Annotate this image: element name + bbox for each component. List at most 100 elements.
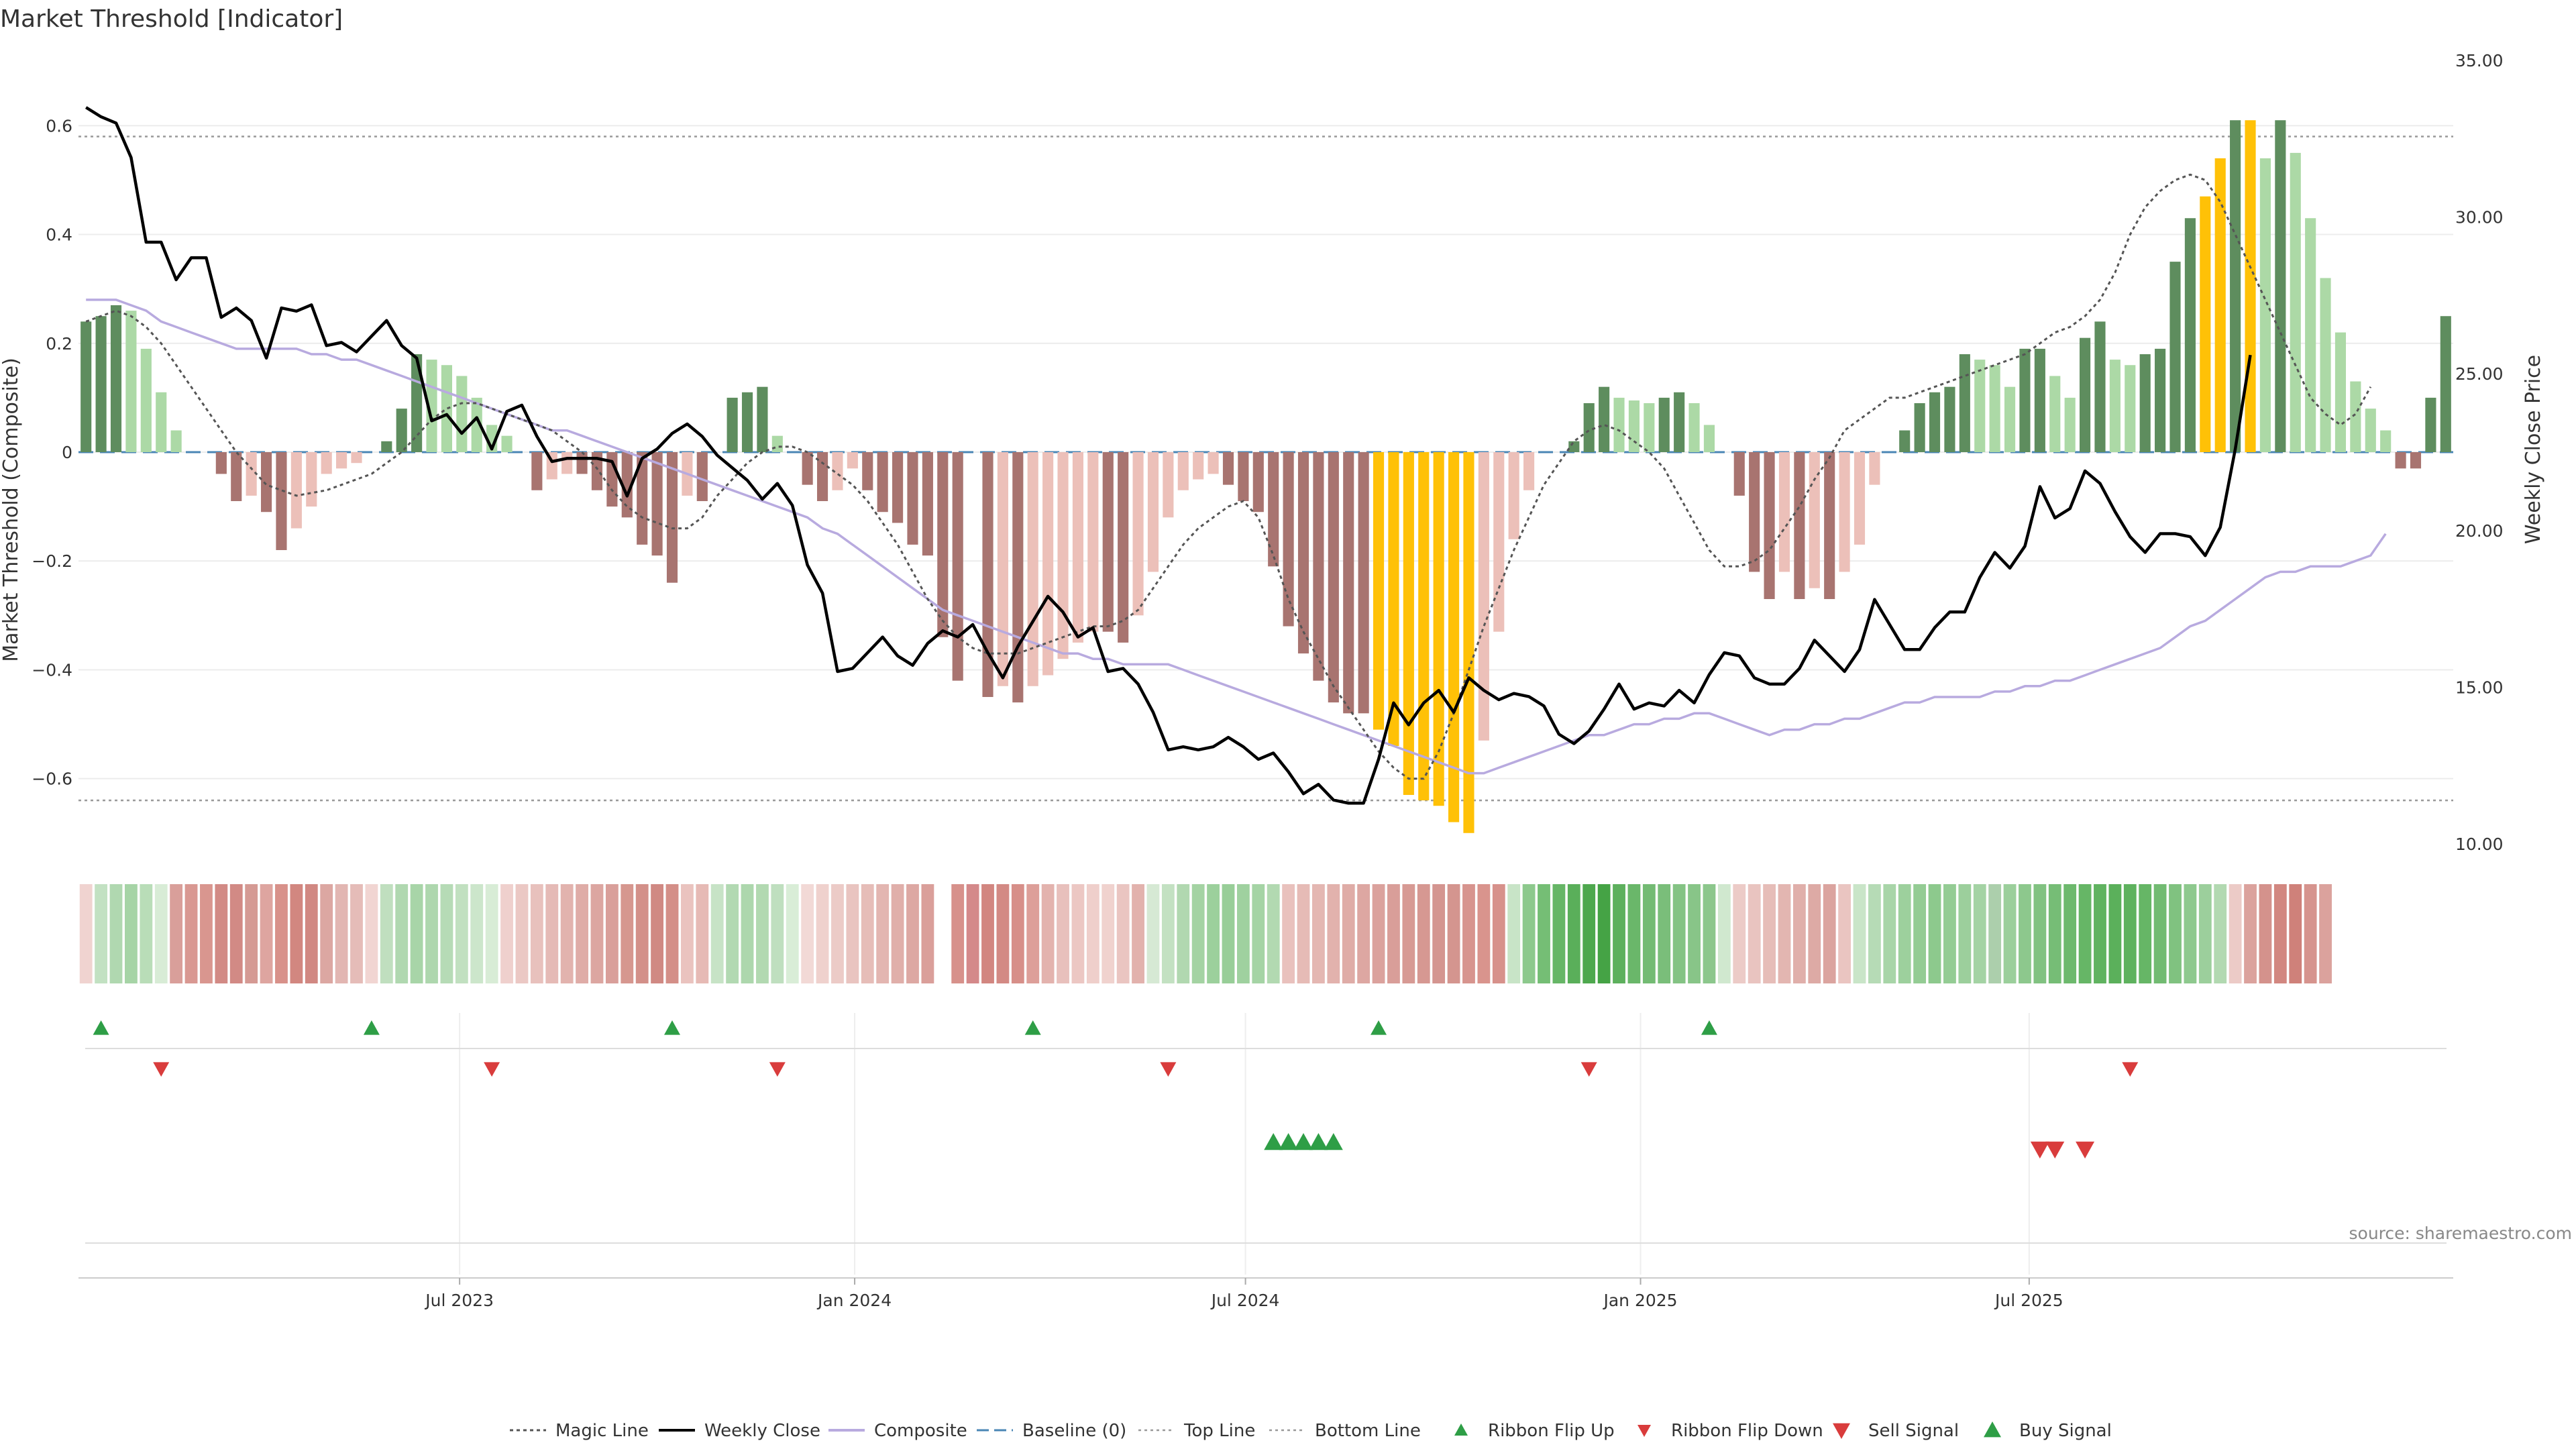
ribbon-cell <box>2019 884 2031 983</box>
composite-bar <box>1042 452 1054 676</box>
composite-bar <box>2200 196 2211 452</box>
composite-bar <box>1599 386 1610 452</box>
legend-item-magic: Magic Line <box>510 1421 649 1441</box>
composite-bar <box>696 452 708 501</box>
ribbon-cell <box>2289 884 2302 983</box>
composite-bar <box>1764 452 1775 599</box>
buy-signal-marker <box>1294 1133 1313 1150</box>
composite-bar <box>1583 403 1595 452</box>
composite-bar <box>2275 120 2286 452</box>
ribbon-cell <box>1928 884 1941 983</box>
weekly-close-line <box>85 106 2252 805</box>
ribbon-cell <box>1086 884 1099 983</box>
composite-bar <box>1628 400 1640 452</box>
composite-bar <box>411 354 423 452</box>
ribbon-cell <box>846 884 859 983</box>
ribbon-cell <box>1342 884 1355 983</box>
legend-swatch-flip-up <box>1454 1424 1468 1436</box>
composite-bar <box>937 452 949 637</box>
y-tick-label-right: 25.00 <box>2455 364 2504 384</box>
composite-bar <box>651 452 663 556</box>
ribbon-cell <box>2273 884 2287 983</box>
ribbon-cell <box>981 884 994 983</box>
legend-label: Top Line <box>1183 1421 1255 1441</box>
ribbon-cell <box>1613 884 1625 983</box>
series-lines <box>85 106 2387 805</box>
composite-bar <box>1989 365 2000 452</box>
composite-bar <box>666 452 678 583</box>
composite-bar <box>336 452 347 469</box>
ribbon-cell <box>1792 884 1806 983</box>
ribbon-cell <box>1236 884 1250 983</box>
composite-bar <box>2184 218 2196 452</box>
ribbon-cell <box>305 884 318 983</box>
composite-bar <box>2350 381 2361 452</box>
ribbon-flip-up-marker <box>93 1020 109 1035</box>
ribbon-cell <box>621 884 634 983</box>
ribbon-cell <box>1868 884 1881 983</box>
ribbon-cell <box>380 884 393 983</box>
ribbon-cell <box>1146 884 1160 983</box>
composite-bar <box>1072 452 1084 643</box>
ribbon-cell <box>2229 884 2242 983</box>
ribbon-cell <box>215 884 228 983</box>
ribbon-flip-down-marker <box>1160 1062 1177 1077</box>
composite-bar <box>260 452 272 513</box>
ribbon-cell <box>1402 884 1415 983</box>
composite-bar <box>1959 354 1970 452</box>
legend-item-baseline: Baseline (0) <box>977 1421 1126 1441</box>
ribbon-cell <box>2214 884 2227 983</box>
x-axis: Jul 2023 Jan 2024 Jul 2024 Jan 2025 Jul 2025 <box>78 1277 2453 1310</box>
ribbon-cell <box>786 884 799 983</box>
ribbon-cell <box>906 884 919 983</box>
composite-bar <box>1147 452 1159 572</box>
composite-bar <box>1839 452 1850 572</box>
ribbon-cell <box>395 884 409 983</box>
ribbon-cell <box>816 884 829 983</box>
legend-swatch-flip-down <box>1638 1425 1651 1437</box>
composite-bar <box>2334 332 2347 452</box>
ribbon-cell <box>1312 884 1325 983</box>
composite-bar <box>2365 409 2376 452</box>
composite-bar <box>1824 452 1835 599</box>
composite-bar <box>771 435 783 452</box>
ribbon-cell <box>200 884 213 983</box>
ribbon-cell <box>1943 884 1956 983</box>
composite-bar <box>531 452 543 490</box>
ribbon-cell <box>2033 884 2047 983</box>
ribbon-cell <box>1688 884 1701 983</box>
composite-bar <box>997 452 1008 686</box>
composite-bar <box>591 452 603 490</box>
x-tick-label: Jul 2024 <box>1210 1291 1280 1310</box>
ribbon-cell <box>951 884 965 983</box>
ribbon-cell <box>1252 884 1265 983</box>
ribbon-flip-panel <box>85 1020 2447 1077</box>
magic-line <box>85 173 2372 780</box>
y-tick-label-left: −0.2 <box>32 551 72 571</box>
ribbon-flip-down-marker <box>153 1062 170 1077</box>
ribbon-cell <box>455 884 468 983</box>
y-tick-label-left: −0.4 <box>32 660 72 680</box>
composite-bar <box>2139 354 2151 452</box>
ribbon-cell <box>1823 884 1836 983</box>
composite-bar <box>637 452 648 545</box>
ribbon-cell <box>861 884 874 983</box>
composite-bar <box>2425 397 2436 452</box>
composite-bar <box>1794 452 1805 599</box>
composite-bar <box>832 452 843 490</box>
composite-bar <box>2259 158 2271 452</box>
ribbon-flip-up-marker <box>1371 1020 1387 1035</box>
ribbon-cell <box>1132 884 1144 983</box>
ribbon-cell <box>876 884 890 983</box>
composite-bar <box>847 452 858 469</box>
composite-bar <box>471 397 482 452</box>
ribbon-cell <box>440 884 453 983</box>
composite-bar <box>621 452 633 518</box>
ribbon-cell <box>1116 884 1130 983</box>
composite-bar <box>246 452 257 496</box>
ribbon-cell <box>2123 884 2137 983</box>
legend-item-composite: Composite <box>828 1421 967 1441</box>
composite-bar <box>1313 452 1324 681</box>
composite-bar <box>982 452 994 697</box>
ribbon-cell <box>1748 884 1761 983</box>
